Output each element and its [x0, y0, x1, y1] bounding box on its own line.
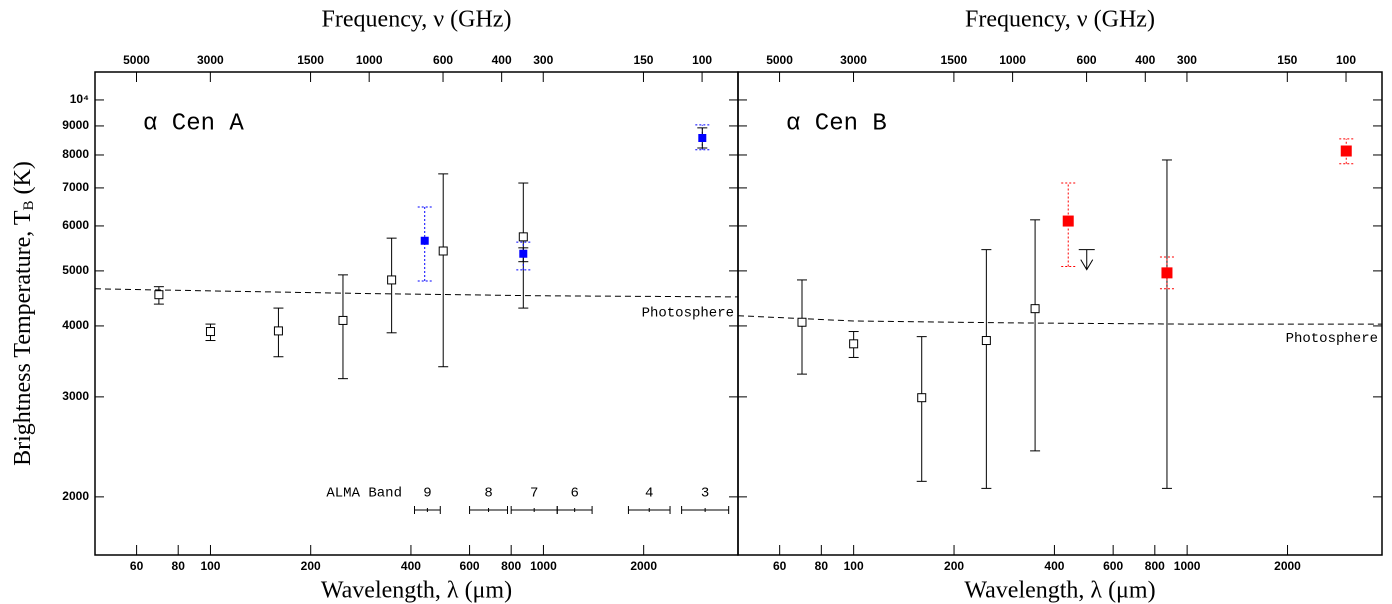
x-tick-label: 1000	[1174, 559, 1201, 573]
data-point	[519, 249, 528, 258]
x2-tick-label: 1000	[999, 53, 1026, 67]
data-point	[420, 236, 429, 245]
alma-band-label: ALMA Band	[326, 486, 402, 502]
x-tick-label: 1000	[530, 559, 557, 573]
x2-axis-title: Frequency, ν (GHz)	[322, 7, 512, 33]
y-tick-label: 3000	[62, 389, 89, 403]
data-point	[387, 275, 397, 285]
x2-tick-label: 100	[692, 53, 712, 67]
alma-band-name: 3	[701, 486, 709, 502]
x2-tick-label: 100	[1336, 53, 1356, 67]
x-tick-label: 600	[460, 559, 480, 573]
upper-limit	[1078, 249, 1095, 271]
data-point	[154, 290, 164, 300]
x-tick-label: 400	[401, 559, 421, 573]
alma-band-name: 4	[645, 486, 653, 502]
data-point	[518, 232, 528, 242]
data-point	[849, 339, 859, 349]
photosphere-line	[737, 315, 1382, 325]
y-axis-title: Brightness Temperature, TB (K)	[10, 161, 38, 466]
y-axis-title-sub: B	[21, 200, 37, 210]
x-tick-label: 60	[130, 559, 144, 573]
x-tick-label: 2000	[1274, 559, 1301, 573]
x2-tick-label: 5000	[123, 53, 150, 67]
y-tick-label: 6000	[62, 218, 89, 232]
data-point	[917, 393, 927, 403]
y-tick-label: 10⁴	[70, 92, 89, 106]
x-tick-label: 80	[815, 559, 829, 573]
x-tick-label: 400	[1044, 559, 1064, 573]
x2-axis-title: Frequency, ν (GHz)	[965, 7, 1155, 33]
photosphere-line	[94, 288, 739, 298]
alma-band-range	[414, 506, 441, 514]
x2-tick-label: 300	[533, 53, 553, 67]
x2-tick-label: 600	[433, 53, 453, 67]
data-point	[1030, 304, 1040, 314]
x2-tick-label: 300	[1177, 53, 1197, 67]
panel-label: α Cen B	[786, 110, 887, 137]
y-tick-label: 8000	[62, 147, 89, 161]
x-tick-label: 200	[944, 559, 964, 573]
x-tick-label: 200	[301, 559, 321, 573]
y-tick-label: 2000	[62, 489, 89, 503]
alma-band-name: 6	[570, 486, 578, 502]
y-tick-label: 9000	[62, 118, 89, 132]
x-tick-label: 100	[844, 559, 864, 573]
y-axis-title-unit: (K)	[10, 161, 36, 194]
photosphere-label: Photosphere	[1286, 331, 1378, 347]
alma-band-range	[469, 506, 509, 514]
x2-tick-label: 1000	[356, 53, 383, 67]
x-tick-label: 100	[200, 559, 220, 573]
y-tick-label: 4000	[62, 318, 89, 332]
x2-tick-label: 150	[633, 53, 653, 67]
x2-tick-label: 5000	[766, 53, 793, 67]
data-point	[438, 246, 448, 256]
photosphere-label: Photosphere	[642, 306, 734, 322]
x-axis-title: Wavelength, λ (μm)	[964, 578, 1155, 604]
x2-tick-label: 1500	[297, 53, 324, 67]
alma-band-name: 9	[423, 486, 431, 502]
data-point	[1161, 267, 1173, 279]
alma-band-range	[627, 506, 671, 514]
data-point	[338, 315, 348, 325]
x-tick-label: 2000	[630, 559, 657, 573]
x2-tick-label: 1500	[941, 53, 968, 67]
y-tick-label: 5000	[62, 263, 89, 277]
alma-band-range	[681, 506, 730, 514]
x-tick-label: 600	[1103, 559, 1123, 573]
data-point	[1340, 145, 1352, 157]
x2-tick-label: 400	[1135, 53, 1155, 67]
alma-band-name: 7	[530, 486, 538, 502]
x-tick-label: 80	[172, 559, 186, 573]
x2-tick-label: 600	[1077, 53, 1097, 67]
data-point	[205, 327, 215, 337]
alma-band-range	[510, 506, 558, 514]
x2-tick-label: 400	[492, 53, 512, 67]
alma-band-name: 8	[484, 486, 492, 502]
x2-tick-label: 3000	[197, 53, 224, 67]
x-axis-title: Wavelength, λ (μm)	[321, 578, 512, 604]
y-axis-title-main: Brightness Temperature, T	[10, 210, 36, 466]
x-tick-label: 60	[773, 559, 787, 573]
x-tick-label: 800	[1145, 559, 1165, 573]
data-point	[1062, 215, 1074, 227]
x2-tick-label: 150	[1277, 53, 1297, 67]
data-point	[797, 317, 807, 327]
data-point	[273, 326, 283, 336]
plot-frame	[737, 71, 1383, 556]
x-tick-label: 800	[501, 559, 521, 573]
data-point	[981, 336, 991, 346]
panel-label: α Cen A	[143, 110, 244, 137]
x2-tick-label: 3000	[840, 53, 867, 67]
alma-band-range	[556, 506, 593, 514]
y-tick-label: 7000	[62, 180, 89, 194]
data-point	[698, 134, 707, 143]
